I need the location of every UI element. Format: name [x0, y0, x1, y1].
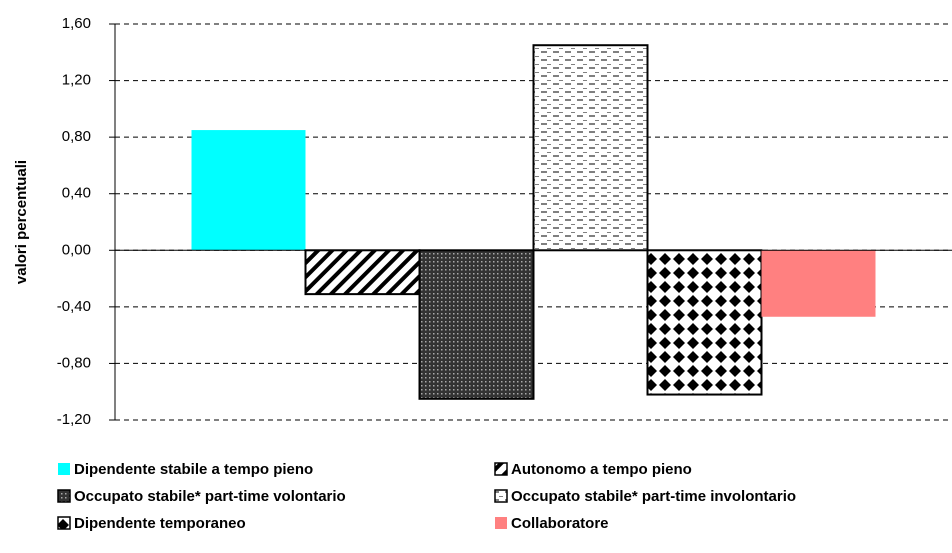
bar: [304, 249, 421, 296]
y-tick-label: -0,40: [57, 298, 91, 315]
y-tick-label: -1,20: [57, 411, 91, 428]
legend-swatch: [58, 463, 70, 475]
y-tick-label: 0,40: [62, 185, 91, 202]
legend-label: Autonomo a tempo pieno: [511, 461, 692, 478]
y-tick-label: 0,00: [62, 241, 91, 258]
legend-label: Dipendente temporaneo: [74, 515, 246, 532]
bar: [761, 250, 876, 317]
legend-label: Collaboratore: [511, 515, 609, 532]
legend-swatch: [57, 489, 71, 503]
y-tick-label: 1,20: [62, 72, 91, 89]
bar: [191, 130, 306, 251]
legend-label: Occupato stabile* part-time volontario: [74, 488, 346, 505]
legend-swatch: [494, 489, 508, 503]
legend-swatch: [494, 462, 508, 476]
legend-label: Dipendente stabile a tempo pieno: [74, 461, 313, 478]
legend-label: Occupato stabile* part-time involontario: [511, 488, 796, 505]
y-tick-label: -0,80: [57, 354, 91, 371]
y-tick-label: 0,80: [62, 128, 91, 145]
y-tick-label: 1,60: [62, 15, 91, 32]
bar: [532, 44, 649, 252]
legend-swatch: [495, 517, 507, 529]
y-axis-label: valori percentuali: [13, 160, 30, 284]
legend-swatch: [57, 516, 71, 530]
bar: [646, 249, 763, 396]
bar: [418, 249, 535, 400]
